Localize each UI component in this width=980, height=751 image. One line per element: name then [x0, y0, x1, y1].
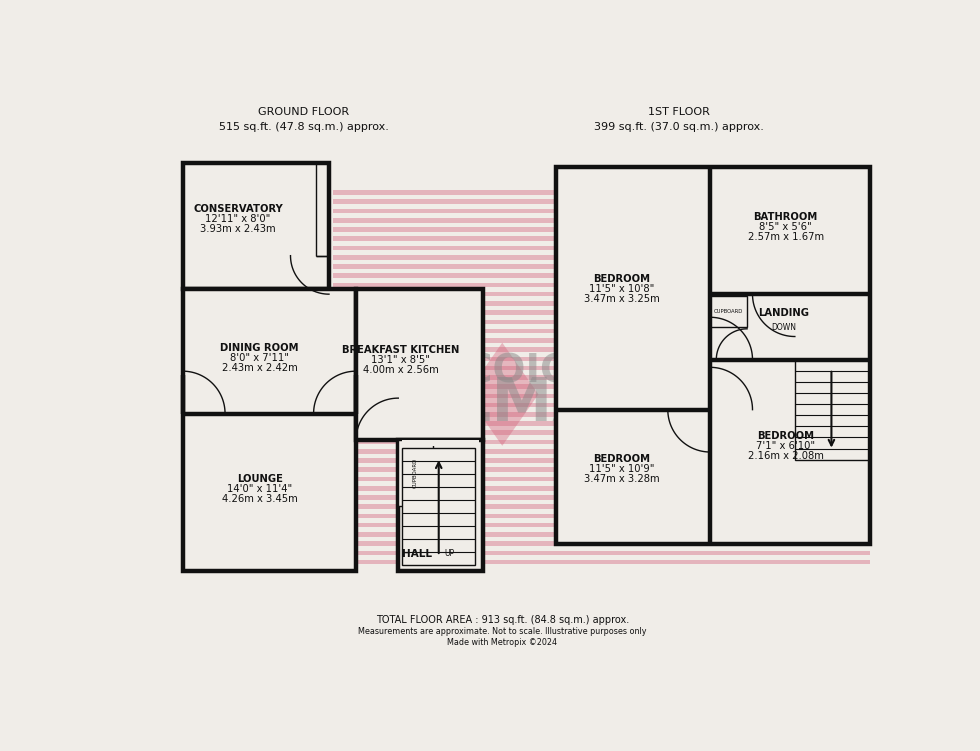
Bar: [182, 163, 329, 289]
Text: 14'0" x 11'4": 14'0" x 11'4": [227, 484, 292, 494]
Polygon shape: [466, 342, 538, 446]
Text: BATHROOM: BATHROOM: [754, 213, 817, 222]
Bar: [710, 297, 747, 327]
Bar: [333, 301, 870, 306]
Bar: [333, 366, 870, 370]
Bar: [402, 441, 479, 446]
Text: 12'11" x 8'0": 12'11" x 8'0": [206, 215, 270, 225]
Bar: [557, 167, 870, 544]
Text: 2.57m x 1.67m: 2.57m x 1.67m: [748, 232, 823, 242]
Text: 1ST FLOOR
399 sq.ft. (37.0 sq.m.) approx.: 1ST FLOOR 399 sq.ft. (37.0 sq.m.) approx…: [595, 107, 764, 132]
Text: TOTAL FLOOR AREA : 913 sq.ft. (84.8 sq.m.) approx.: TOTAL FLOOR AREA : 913 sq.ft. (84.8 sq.m…: [375, 615, 629, 626]
Bar: [333, 412, 870, 417]
Bar: [333, 550, 870, 555]
Text: BEDROOM: BEDROOM: [593, 454, 650, 464]
Text: CONSERVATORY: CONSERVATORY: [193, 204, 283, 215]
Bar: [333, 439, 870, 445]
Bar: [402, 448, 475, 566]
Bar: [333, 394, 870, 398]
Bar: [333, 449, 870, 454]
Text: 2.43m x 2.42m: 2.43m x 2.42m: [221, 363, 298, 373]
Bar: [333, 403, 870, 407]
Text: 3.93m x 2.43m: 3.93m x 2.43m: [200, 225, 276, 234]
Bar: [333, 486, 870, 490]
Bar: [333, 421, 870, 426]
Bar: [333, 273, 870, 278]
Text: BEDROOM: BEDROOM: [758, 431, 814, 441]
Text: 2.16m x 2.08m: 2.16m x 2.08m: [748, 451, 823, 461]
Bar: [333, 347, 870, 352]
Text: 13'1" x 8'5": 13'1" x 8'5": [371, 354, 430, 365]
Bar: [333, 523, 870, 527]
Text: 11'5" x 10'8": 11'5" x 10'8": [589, 284, 655, 294]
Bar: [333, 190, 870, 195]
Bar: [333, 320, 870, 324]
Bar: [333, 237, 870, 241]
Bar: [333, 375, 870, 380]
Bar: [333, 228, 870, 232]
Text: 4.00m x 2.56m: 4.00m x 2.56m: [363, 365, 438, 375]
Text: DINING ROOM: DINING ROOM: [220, 343, 299, 353]
Text: CUPBOARD: CUPBOARD: [413, 457, 417, 488]
Bar: [333, 246, 870, 250]
Text: 3.47m x 3.25m: 3.47m x 3.25m: [584, 294, 660, 304]
Text: 8'0" x 7'11": 8'0" x 7'11": [230, 353, 289, 363]
Bar: [182, 289, 356, 572]
Bar: [333, 514, 870, 518]
Bar: [333, 255, 870, 260]
Text: LANDING: LANDING: [759, 309, 809, 318]
Bar: [333, 310, 870, 315]
Text: Measurements are approximate. Not to scale. Illustrative purposes only: Measurements are approximate. Not to sca…: [358, 627, 647, 636]
Bar: [333, 200, 870, 204]
Bar: [356, 289, 483, 441]
Bar: [333, 338, 870, 342]
Bar: [333, 209, 870, 213]
Bar: [333, 385, 870, 389]
Text: GASCOIGNE: GASCOIGNE: [373, 352, 631, 391]
Bar: [333, 477, 870, 481]
Bar: [333, 329, 870, 333]
Text: GROUND FLOOR
515 sq.ft. (47.8 sq.m.) approx.: GROUND FLOOR 515 sq.ft. (47.8 sq.m.) app…: [219, 107, 388, 132]
Text: 7'1" x 6'10": 7'1" x 6'10": [756, 441, 815, 451]
Bar: [333, 559, 870, 565]
Text: UP: UP: [445, 549, 455, 558]
Text: LOUNGE: LOUNGE: [237, 474, 282, 484]
Bar: [333, 458, 870, 463]
Bar: [333, 218, 870, 222]
Text: 8'5" x 5'6": 8'5" x 5'6": [760, 222, 812, 232]
Bar: [398, 441, 433, 506]
Bar: [333, 505, 870, 509]
Bar: [333, 541, 870, 546]
Bar: [795, 360, 868, 460]
Text: 11'5" x 10'9": 11'5" x 10'9": [589, 464, 655, 474]
Text: DOWN: DOWN: [771, 323, 797, 332]
Text: HALMAN: HALMAN: [354, 375, 651, 434]
Bar: [398, 441, 483, 572]
Text: 4.26m x 3.45m: 4.26m x 3.45m: [221, 494, 298, 504]
Text: BEDROOM: BEDROOM: [593, 274, 650, 284]
Text: BREAKFAST KITCHEN: BREAKFAST KITCHEN: [342, 345, 460, 354]
Bar: [333, 430, 870, 435]
Text: HALL: HALL: [402, 549, 432, 559]
Bar: [333, 292, 870, 297]
Bar: [333, 357, 870, 361]
Bar: [333, 495, 870, 499]
Bar: [333, 282, 870, 287]
Bar: [333, 264, 870, 269]
Text: CUPBOARD: CUPBOARD: [714, 309, 743, 315]
Bar: [333, 532, 870, 537]
Text: Made with Metropix ©2024: Made with Metropix ©2024: [447, 638, 558, 647]
Text: 3.47m x 3.28m: 3.47m x 3.28m: [584, 474, 660, 484]
Bar: [333, 467, 870, 472]
